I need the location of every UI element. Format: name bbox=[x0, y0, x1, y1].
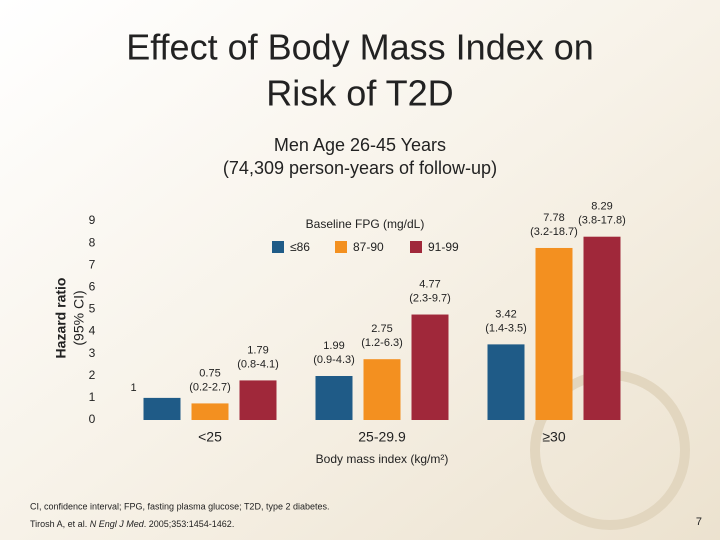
legend-swatch bbox=[410, 241, 422, 253]
ci-label: (0.2-2.7) bbox=[189, 381, 231, 393]
x-tick-label: <25 bbox=[198, 429, 222, 445]
bar bbox=[315, 375, 353, 420]
y-tick-label: 6 bbox=[89, 280, 96, 294]
bar bbox=[535, 247, 573, 420]
y-axis-label: (95% CI) bbox=[71, 290, 87, 345]
value-label: 8.29 bbox=[591, 201, 612, 213]
legend-label: 91-99 bbox=[428, 240, 459, 254]
y-tick-label: 0 bbox=[89, 412, 96, 426]
citation-journal: N Engl J Med bbox=[90, 519, 145, 529]
y-tick-label: 9 bbox=[89, 213, 96, 227]
y-tick-label: 7 bbox=[89, 257, 96, 271]
legend-label: ≤86 bbox=[290, 240, 310, 254]
title: Effect of Body Mass Index on bbox=[126, 27, 594, 68]
legend-title: Baseline FPG (mg/dL) bbox=[306, 217, 425, 231]
footnote: CI, confidence interval; FPG, fasting pl… bbox=[30, 501, 330, 511]
title: Risk of T2D bbox=[266, 73, 453, 114]
bar bbox=[239, 380, 277, 420]
y-tick-label: 3 bbox=[89, 346, 96, 360]
subtitle: (74,309 person-years of follow-up) bbox=[223, 158, 497, 178]
value-label: 7.78 bbox=[543, 212, 564, 224]
citation-text: Tirosh A, et al. bbox=[30, 519, 90, 529]
ci-label: (3.2-18.7) bbox=[530, 226, 578, 238]
value-label: 1.99 bbox=[323, 340, 344, 352]
y-tick-label: 1 bbox=[89, 390, 96, 404]
bar bbox=[487, 344, 525, 420]
value-label: 2.75 bbox=[371, 323, 392, 335]
y-tick-label: 4 bbox=[89, 324, 96, 338]
value-label: 1 bbox=[130, 382, 136, 394]
citation: Tirosh A, et al. N Engl J Med. 2005;353:… bbox=[30, 519, 234, 529]
y-tick-label: 8 bbox=[89, 235, 96, 249]
bar bbox=[363, 359, 401, 420]
x-tick-label: ≥30 bbox=[542, 429, 565, 445]
value-label: 3.42 bbox=[495, 308, 516, 320]
ci-label: (3.8-17.8) bbox=[578, 215, 626, 227]
ci-label: (1.2-6.3) bbox=[361, 337, 403, 349]
bar bbox=[191, 403, 229, 420]
legend-swatch bbox=[272, 241, 284, 253]
bar bbox=[411, 314, 449, 420]
y-axis-label: Hazard ratio bbox=[53, 278, 69, 359]
value-label: 4.77 bbox=[419, 278, 440, 290]
citation-text: . 2005;353:1454-1462. bbox=[144, 519, 235, 529]
y-tick-label: 2 bbox=[89, 368, 96, 382]
bar bbox=[583, 236, 621, 420]
value-label: 1.79 bbox=[247, 344, 268, 356]
ci-label: (1.4-3.5) bbox=[485, 322, 527, 334]
x-tick-label: 25-29.9 bbox=[358, 429, 406, 445]
page-number: 7 bbox=[696, 516, 702, 528]
legend-label: 87-90 bbox=[353, 240, 384, 254]
ci-label: (0.8-4.1) bbox=[237, 358, 279, 370]
ci-label: (2.3-9.7) bbox=[409, 292, 451, 304]
legend-swatch bbox=[335, 241, 347, 253]
bar bbox=[143, 397, 181, 420]
y-tick-label: 5 bbox=[89, 302, 96, 316]
subtitle: Men Age 26-45 Years bbox=[274, 135, 446, 155]
ci-label: (0.9-4.3) bbox=[313, 354, 355, 366]
value-label: 0.75 bbox=[199, 367, 220, 379]
x-axis-label: Body mass index (kg/m²) bbox=[316, 452, 449, 466]
